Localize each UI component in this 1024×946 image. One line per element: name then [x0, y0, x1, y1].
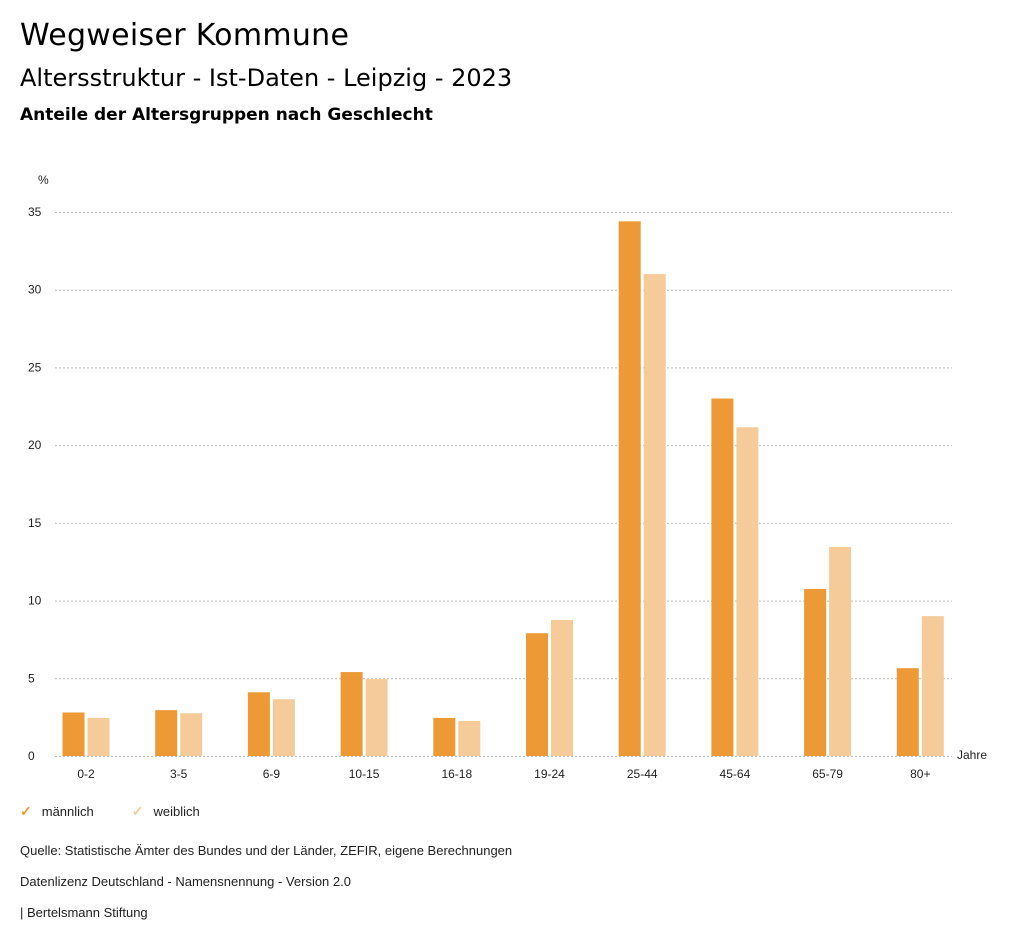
- legend-item-weiblich[interactable]: ✓ weiblich: [132, 803, 200, 820]
- bar-maennlich-65-79[interactable]: [804, 588, 827, 756]
- x-tick-label: 16-18: [441, 767, 472, 781]
- bar-maennlich-19-24[interactable]: [526, 633, 548, 756]
- bar-maennlich-10-15[interactable]: [340, 672, 363, 756]
- bar-maennlich-6-9[interactable]: [247, 692, 270, 756]
- legend-item-maennlich[interactable]: ✓ männlich: [20, 803, 94, 820]
- x-tick-label: 19-24: [534, 767, 565, 781]
- y-tick-label: 10: [28, 594, 42, 608]
- legend-label: männlich: [41, 804, 94, 819]
- bar-maennlich-80+[interactable]: [896, 668, 919, 756]
- y-tick-label: 20: [28, 438, 42, 452]
- bar-weiblich-3-5[interactable]: [180, 713, 203, 756]
- check-icon: ✓: [131, 803, 144, 819]
- chart-subtitle: Altersstruktur - Ist-Daten - Leipzig - 2…: [20, 64, 513, 92]
- chart-title: Anteile der Altersgruppen nach Geschlech…: [20, 105, 433, 125]
- x-tick-label: 65-79: [812, 767, 843, 781]
- bar-weiblich-25-44[interactable]: [643, 274, 666, 756]
- bar-weiblich-0-2[interactable]: [87, 717, 110, 756]
- bar-maennlich-25-44[interactable]: [618, 221, 641, 757]
- legend: ✓ männlich ✓ weiblich: [20, 803, 200, 820]
- bar-weiblich-80+[interactable]: [921, 616, 944, 756]
- bar-weiblich-19-24[interactable]: [551, 620, 573, 756]
- y-tick-label: 15: [28, 516, 42, 530]
- bar-chart: % Jahre 0 5 10 15 20 25 30 35 0-2 3-5 6-9 10-15 16-…: [28, 173, 987, 781]
- x-tick-label: 0-2: [77, 767, 95, 781]
- x-tick-label: 25-44: [627, 767, 658, 781]
- bar-maennlich-45-64[interactable]: [711, 398, 734, 756]
- app-title: Wegweiser Kommune: [20, 18, 350, 53]
- y-tick-label: 0: [28, 749, 35, 763]
- bar-weiblich-16-18[interactable]: [458, 721, 481, 756]
- legend-label: weiblich: [153, 804, 200, 819]
- source-text: Quelle: Statistische Ämter des Bundes un…: [20, 843, 513, 858]
- x-axis-label: Jahre: [957, 748, 987, 762]
- y-axis-label: %: [38, 173, 49, 187]
- bar-weiblich-10-15[interactable]: [365, 679, 388, 756]
- y-tick-label: 35: [28, 205, 42, 219]
- check-icon: ✓: [20, 803, 32, 819]
- bar-maennlich-0-2[interactable]: [62, 712, 85, 756]
- bar-maennlich-16-18[interactable]: [433, 717, 456, 756]
- x-tick-label: 3-5: [170, 767, 188, 781]
- bar-maennlich-3-5[interactable]: [155, 710, 178, 756]
- bar-weiblich-45-64[interactable]: [736, 427, 759, 756]
- bar-weiblich-6-9[interactable]: [272, 699, 295, 756]
- license-text: Datenlizenz Deutschland - Namensnennung …: [20, 874, 351, 889]
- y-tick-label: 30: [28, 283, 42, 297]
- x-tick-label: 10-15: [349, 767, 380, 781]
- y-tick-label: 25: [28, 360, 42, 374]
- x-tick-label: 45-64: [720, 767, 751, 781]
- x-tick-label: 80+: [910, 767, 930, 781]
- x-tick-label: 6-9: [263, 767, 281, 781]
- y-tick-label: 5: [28, 671, 35, 685]
- bar-weiblich-65-79[interactable]: [829, 546, 852, 756]
- publisher-text: | Bertelsmann Stiftung: [20, 905, 148, 920]
